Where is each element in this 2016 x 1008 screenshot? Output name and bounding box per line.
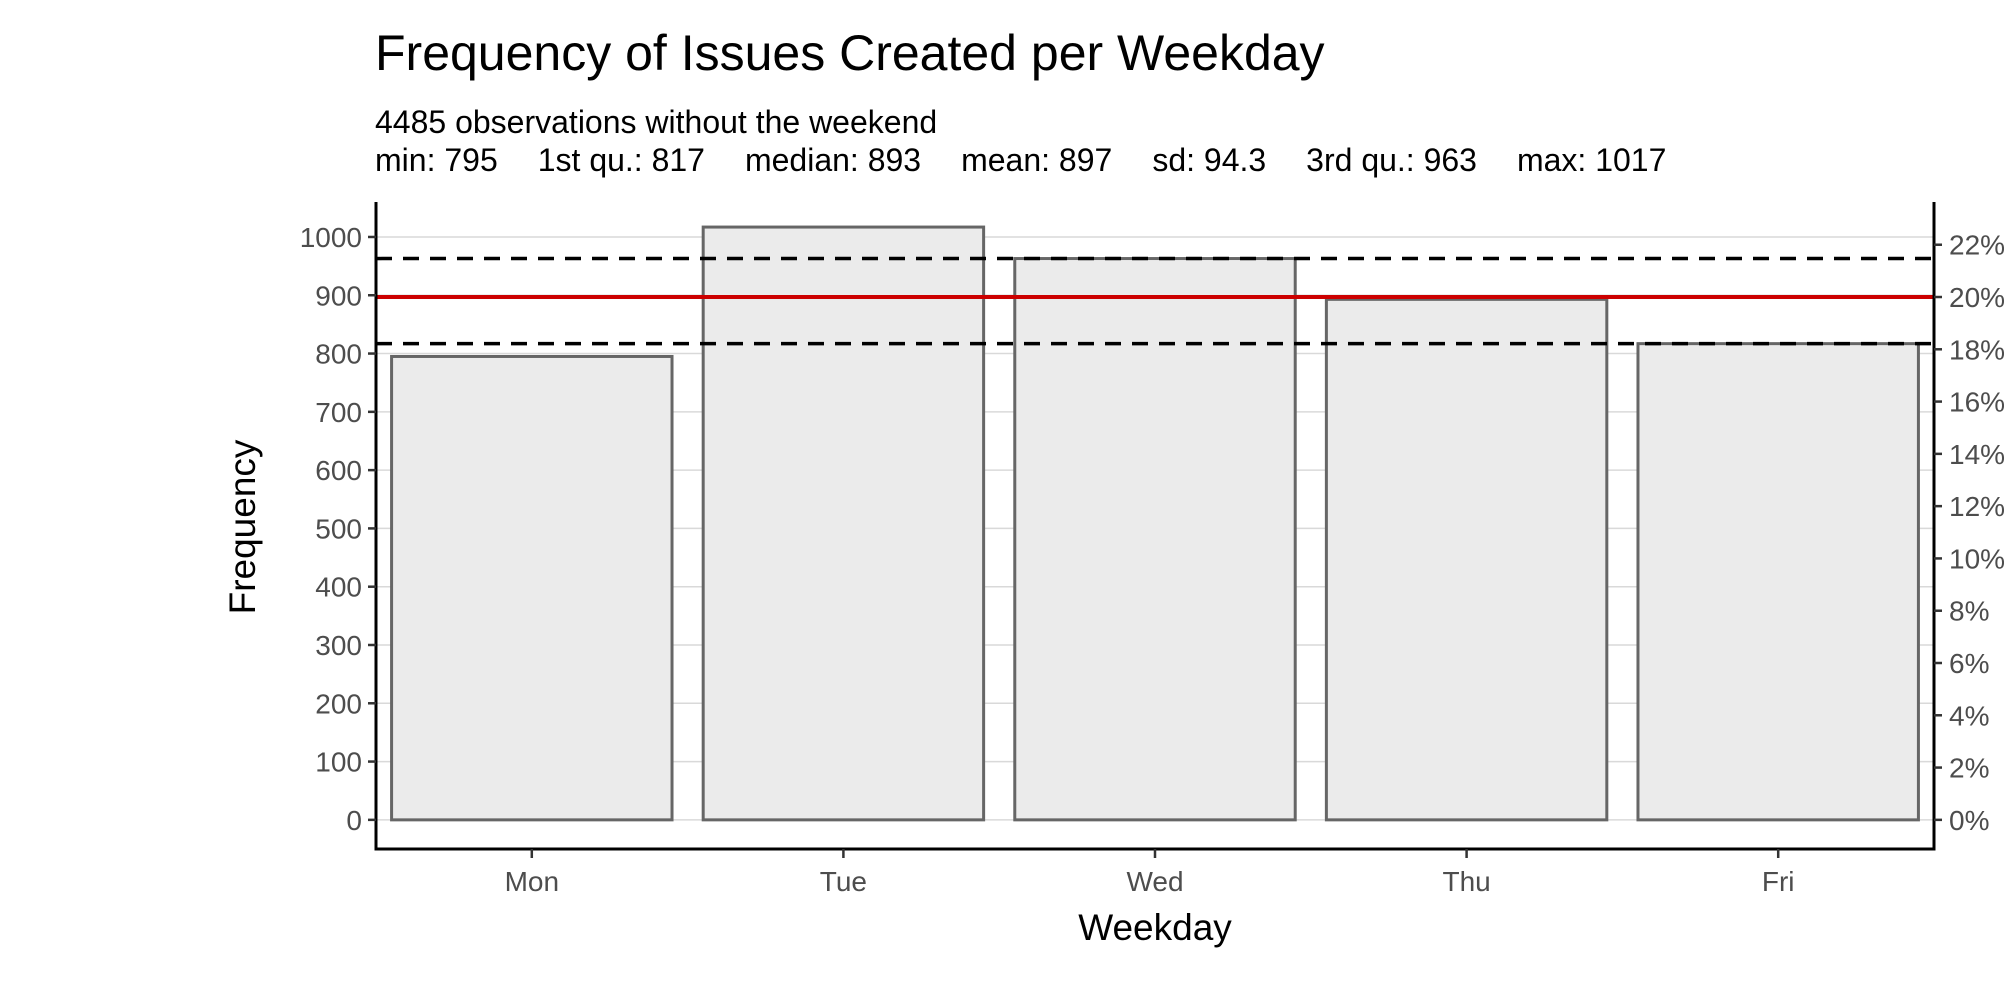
y-tick-label-200: 200 bbox=[315, 688, 362, 719]
x-ticks: Mon Tue Wed Thu Fri bbox=[505, 849, 1795, 897]
x-tick-label-wed: Wed bbox=[1126, 866, 1183, 897]
stat-2: median: 893 bbox=[745, 142, 921, 178]
y2-tick-label-3: 6% bbox=[1949, 648, 1989, 679]
y2-tick-label-1: 2% bbox=[1949, 753, 1989, 784]
y2-tick-label-11: 22% bbox=[1949, 230, 2005, 261]
y-tick-label-900: 900 bbox=[315, 280, 362, 311]
y-tick-label-0: 0 bbox=[346, 805, 362, 836]
y-tick-label-300: 300 bbox=[315, 630, 362, 661]
y2-tick-label-4: 8% bbox=[1949, 596, 1989, 627]
y-ticks: 0 100 200 300 400 500 600 700 800 900 1000 bbox=[300, 222, 376, 836]
x-tick-label-tue: Tue bbox=[820, 866, 867, 897]
stats-line: min: 795 1st qu.: 817 median: 893 mean: 897… bbox=[375, 142, 1666, 178]
y-tick-label-100: 100 bbox=[315, 747, 362, 778]
x-axis-title: Weekday bbox=[1078, 907, 1232, 948]
y-tick-label-600: 600 bbox=[315, 455, 362, 486]
y-tick-label-500: 500 bbox=[315, 513, 362, 544]
y-tick-label-400: 400 bbox=[315, 572, 362, 603]
bar-tue bbox=[701, 225, 986, 822]
stat-3: mean: 897 bbox=[961, 142, 1112, 178]
reference-lines bbox=[376, 256, 1934, 346]
stat-1: 1st qu.: 817 bbox=[538, 142, 705, 178]
stat-5: 3rd qu.: 963 bbox=[1306, 142, 1477, 178]
y-tick-label-700: 700 bbox=[315, 397, 362, 428]
y2-tick-label-5: 10% bbox=[1949, 543, 2005, 574]
y2-tick-label-10: 20% bbox=[1949, 282, 2005, 313]
y2-tick-label-9: 18% bbox=[1949, 334, 2005, 365]
y2-tick-label-6: 12% bbox=[1949, 491, 2005, 522]
y2-tick-label-2: 4% bbox=[1949, 700, 1989, 731]
stat-0: min: 795 bbox=[375, 142, 498, 178]
y2-tick-label-0: 0% bbox=[1949, 805, 1989, 836]
y2-tick-label-7: 14% bbox=[1949, 439, 2005, 470]
y-axis-title: Frequency bbox=[222, 439, 263, 614]
bar-thu bbox=[1324, 297, 1609, 822]
y2-tick-label-8: 16% bbox=[1949, 387, 2005, 418]
x-tick-label-thu: Thu bbox=[1442, 866, 1490, 897]
bar-wed bbox=[1013, 257, 1297, 822]
stats-text: min: 795 1st qu.: 817 median: 893 mean: 897… bbox=[375, 142, 1666, 178]
y2-ticks: 0% 2% 4% 6% 8% 10% 12% 14% 16% 18% 20% 22% bbox=[1934, 230, 2005, 836]
y-tick-label-800: 800 bbox=[315, 339, 362, 370]
bar-mon bbox=[390, 354, 674, 822]
bar-fri bbox=[1636, 342, 1920, 822]
y-tick-label-1000: 1000 bbox=[300, 222, 362, 253]
chart-subtitle: 4485 observations without the weekend bbox=[375, 104, 937, 140]
stat-6: max: 1017 bbox=[1517, 142, 1666, 178]
x-tick-label-fri: Fri bbox=[1762, 866, 1795, 897]
x-tick-label-mon: Mon bbox=[505, 866, 559, 897]
bars bbox=[390, 225, 1920, 822]
stat-4: sd: 94.3 bbox=[1152, 142, 1266, 178]
chart-title: Frequency of Issues Created per Weekday bbox=[375, 25, 1325, 81]
